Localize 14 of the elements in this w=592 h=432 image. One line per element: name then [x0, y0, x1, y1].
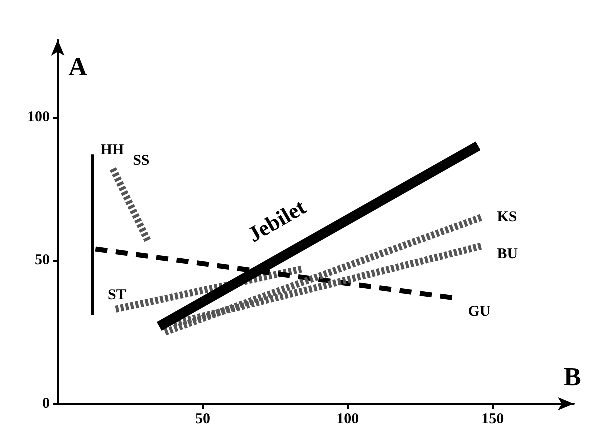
x-tick-label: 50 — [195, 412, 210, 428]
series-label: GU — [468, 304, 491, 320]
y-tick-label: 0 — [42, 396, 50, 412]
series-label: ST — [108, 287, 126, 304]
series-label: BU — [497, 246, 518, 262]
x-tick-label: 100 — [336, 412, 360, 428]
series-label: SS — [133, 152, 150, 169]
y-axis-title: A — [68, 52, 88, 82]
series-label: KS — [497, 210, 518, 226]
x-tick-label: 150 — [482, 412, 504, 428]
x-axis-title: B — [564, 362, 582, 392]
y-tick-label: 100 — [28, 109, 50, 126]
y-tick-label: 50 — [35, 252, 50, 269]
series-label: HH — [100, 142, 124, 159]
